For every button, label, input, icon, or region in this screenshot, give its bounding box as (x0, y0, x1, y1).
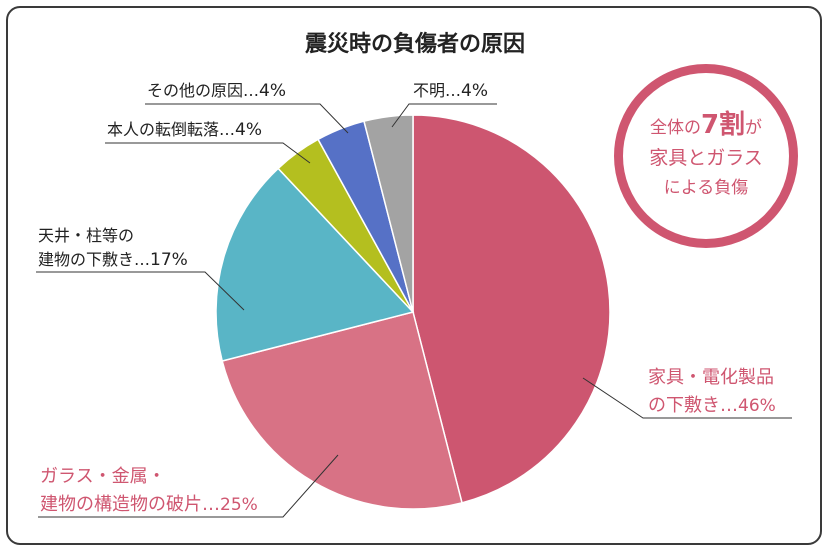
badge-big: 7割 (700, 109, 746, 140)
leader-other (145, 103, 349, 134)
label-ceiling-line1: 天井・柱等の (38, 226, 135, 245)
label-glass-line2: 建物の構造物の破片… (40, 494, 220, 515)
label-ceiling: 天井・柱等の 建物の下敷き…17% (38, 224, 188, 272)
label-unknown: 不明…4% (413, 79, 488, 103)
leader-fall (105, 142, 311, 164)
label-unknown-text: 不明… (413, 81, 462, 100)
pie-slice-2 (215, 167, 415, 362)
label-glass: ガラス・金属・ 建物の構造物の破片…25% (40, 463, 258, 519)
badge-pre: 全体の (649, 117, 701, 138)
pie-slice-5 (363, 114, 414, 313)
pie-slice-0 (412, 114, 611, 504)
badge-post: が (745, 117, 763, 138)
leader-glass (38, 454, 339, 518)
label-ceiling-line2: 建物の下敷き… (38, 250, 151, 269)
leader-unknown (391, 103, 497, 128)
label-furniture-line2: の下敷き… (648, 395, 738, 416)
label-fall-pct: 4% (235, 120, 262, 140)
label-other: その他の原因…4% (147, 79, 286, 103)
label-glass-line1: ガラス・金属・ (40, 466, 166, 487)
label-other-pct: 4% (259, 81, 286, 101)
badge-line2: 家具とガラス (649, 146, 763, 169)
leader-ceiling (36, 271, 245, 311)
label-other-text: その他の原因… (147, 81, 260, 100)
label-furniture: 家具・電化製品 の下敷き…46% (648, 364, 776, 420)
leader-furniture (582, 377, 792, 419)
label-furniture-pct: 46% (738, 396, 776, 416)
label-ceiling-pct: 17% (150, 250, 188, 270)
label-fall-text: 本人の転倒転落… (107, 120, 236, 139)
badge-line3: による負傷 (663, 177, 749, 198)
label-unknown-pct: 4% (461, 81, 488, 101)
chart-title: 震災時の負傷者の原因 (304, 32, 525, 57)
summary-badge: 全体の7割が 家具とガラス による負傷 (614, 64, 798, 248)
label-glass-pct: 25% (220, 495, 258, 515)
pie-slice-1 (221, 311, 463, 510)
label-furniture-line1: 家具・電化製品 (648, 367, 774, 388)
label-fall: 本人の転倒転落…4% (107, 118, 262, 142)
